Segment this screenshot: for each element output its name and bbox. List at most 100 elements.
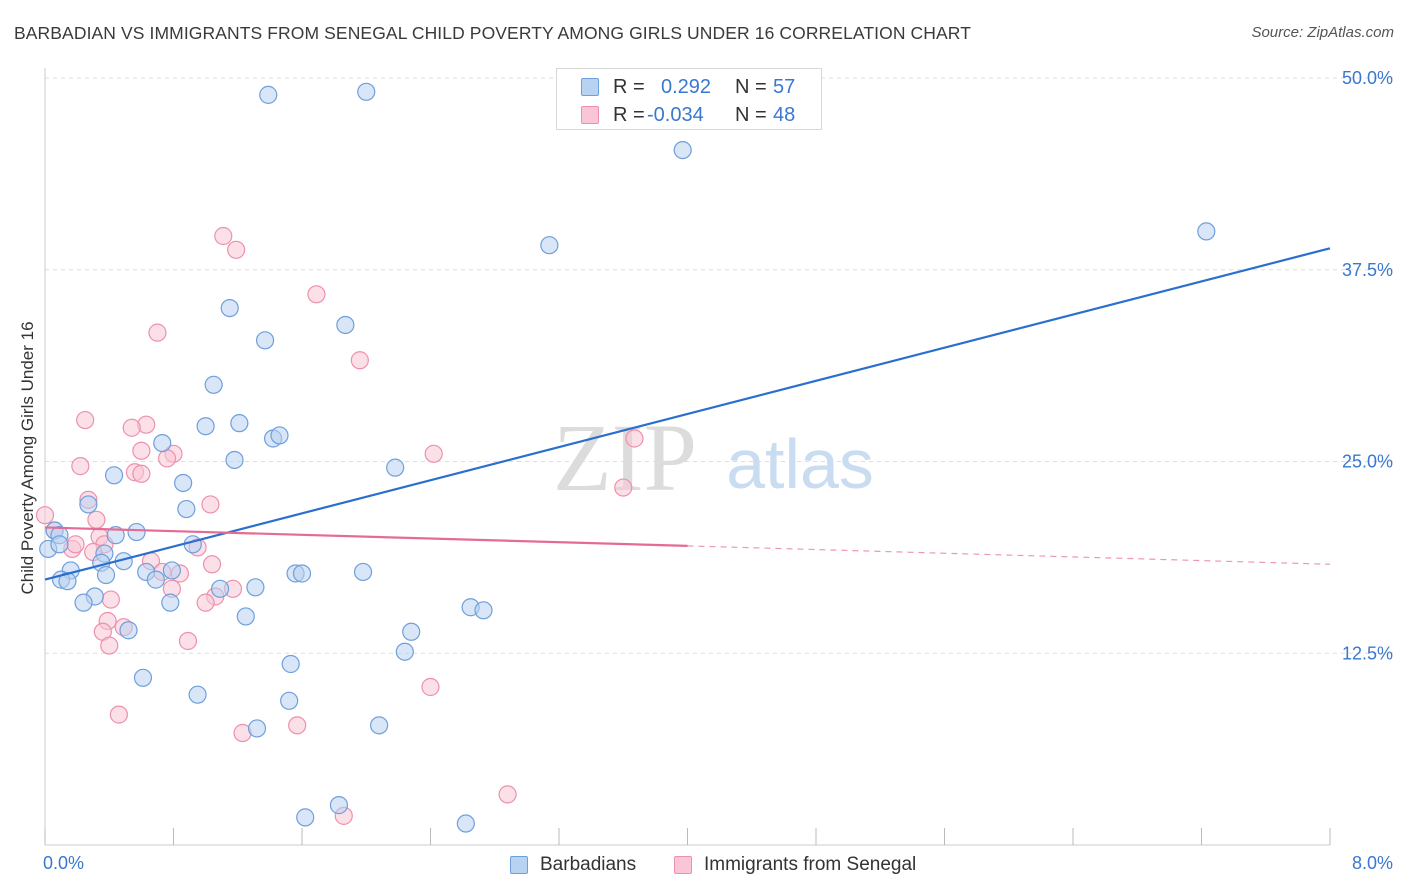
senegal-point (178, 631, 198, 651)
barbadian-point (220, 299, 239, 318)
senegal-point (101, 590, 120, 609)
barbadian-point (96, 565, 116, 585)
senegal-point (71, 457, 90, 476)
chart-title: BARBADIAN VS IMMIGRANTS FROM SENEGAL CHI… (14, 23, 971, 43)
barbadian-point (296, 808, 315, 827)
legend-item-barbadians[interactable]: Barbadians (510, 852, 636, 878)
legend-item-senegal[interactable]: Immigrants from Senegal (674, 852, 916, 878)
senegal-point (148, 323, 167, 342)
stats-legend: R = 0.292 N = 57 R = -0.034 N = 48 (556, 68, 822, 130)
barbadian-point (236, 607, 255, 626)
senegal-point (35, 506, 55, 525)
source-credit: Source: ZipAtlas.com (1251, 24, 1394, 41)
senegal-point (307, 285, 326, 304)
senegal-point (227, 240, 246, 259)
barbadian-point (79, 495, 98, 514)
senegal-point (498, 785, 517, 804)
barbadian-point (230, 414, 249, 433)
watermark: ZIP atlas (553, 404, 874, 511)
senegal-point (202, 555, 222, 574)
r-label: R = (613, 76, 645, 98)
barbadian-point (204, 375, 223, 394)
barbadian-point (58, 572, 77, 591)
barbadian-point (183, 535, 202, 554)
senegal-point (625, 429, 644, 448)
y-tick-label: 37.5% (1342, 260, 1393, 280)
x-tick-label: 0.0% (43, 853, 84, 873)
senegal-trend-extension (687, 545, 1331, 565)
series-legend: Barbadians Immigrants from Senegal (0, 852, 1406, 878)
barbadian-point (259, 85, 278, 104)
barbadian-point (104, 466, 124, 485)
barbadian-point (196, 417, 215, 436)
senegal-point (132, 441, 151, 460)
barbadian-point (673, 140, 692, 160)
legend-row-senegal: R = -0.034 N = 48 (557, 102, 821, 130)
barbadian-point (357, 82, 376, 101)
barbadian-point (177, 499, 196, 519)
y-tick-label: 12.5% (1342, 643, 1393, 663)
senegal-point (132, 464, 151, 483)
barbadian-point (386, 458, 405, 477)
senegal-point (66, 535, 85, 554)
senegal-point (424, 444, 443, 463)
n-value: 48 (773, 104, 796, 126)
barbadian-point (255, 331, 275, 350)
barbadian-point (146, 570, 165, 589)
senegal-point (201, 495, 220, 514)
barbadian-point (133, 668, 153, 687)
barbadian-point (336, 315, 355, 335)
r-label: R = (613, 104, 645, 126)
legend-row-barbadians: R = 0.292 N = 57 (557, 74, 821, 102)
barbadian-point (292, 564, 312, 583)
r-value: -0.034 (647, 104, 704, 126)
barbadian-point (329, 796, 349, 815)
n-label: N = (735, 76, 767, 98)
tick-labels: 12.5% 25.0% 37.5% 50.0% 0.0% 8.0% (43, 68, 1393, 873)
senegal-point (87, 510, 106, 529)
barbadian-point (225, 450, 244, 470)
senegal-point (614, 478, 633, 497)
barbadian-point (162, 561, 181, 580)
barbadian-point (161, 593, 180, 612)
legend-swatch-blue (581, 78, 599, 96)
barbadian-point (174, 473, 193, 493)
n-label: N = (735, 104, 767, 126)
barbadian-point (50, 535, 69, 554)
senegal-point (196, 593, 215, 612)
barbadian-point (370, 716, 389, 735)
barbadian-point (280, 691, 299, 710)
r-value: 0.292 (661, 76, 712, 98)
senegal-point (350, 351, 369, 370)
gridlines (45, 77, 1393, 654)
barbadian-points (39, 82, 1216, 833)
watermark-atlas: atlas (726, 425, 874, 503)
legend-swatch-pink (674, 856, 692, 874)
senegal-trend-line (44, 526, 688, 547)
senegal-point (100, 636, 119, 655)
n-value: 57 (773, 76, 796, 98)
barbadian-point (270, 426, 289, 445)
legend-label: Immigrants from Senegal (704, 854, 917, 875)
legend-swatch-blue (510, 856, 528, 874)
barbadian-point (353, 562, 373, 582)
barbadian-point (127, 522, 146, 542)
barbadian-point (210, 579, 230, 598)
barbadian-point (402, 622, 421, 641)
senegal-point (214, 226, 233, 246)
barbadian-point (395, 642, 414, 661)
barbadian-point (246, 578, 265, 597)
barbadian-point (281, 654, 300, 674)
barbadian-point (474, 601, 493, 620)
y-tick-label: 25.0% (1342, 452, 1393, 472)
x-tick-label: 8.0% (1352, 853, 1393, 873)
barbadian-point (74, 593, 93, 612)
barbadian-point (119, 621, 138, 640)
barbadian-point (1197, 222, 1216, 241)
senegal-point (288, 716, 307, 735)
senegal-point (421, 677, 440, 697)
legend-label: Barbadians (540, 854, 637, 875)
y-tick-label: 50.0% (1342, 68, 1393, 88)
barbadian-trend-line (44, 247, 1331, 581)
